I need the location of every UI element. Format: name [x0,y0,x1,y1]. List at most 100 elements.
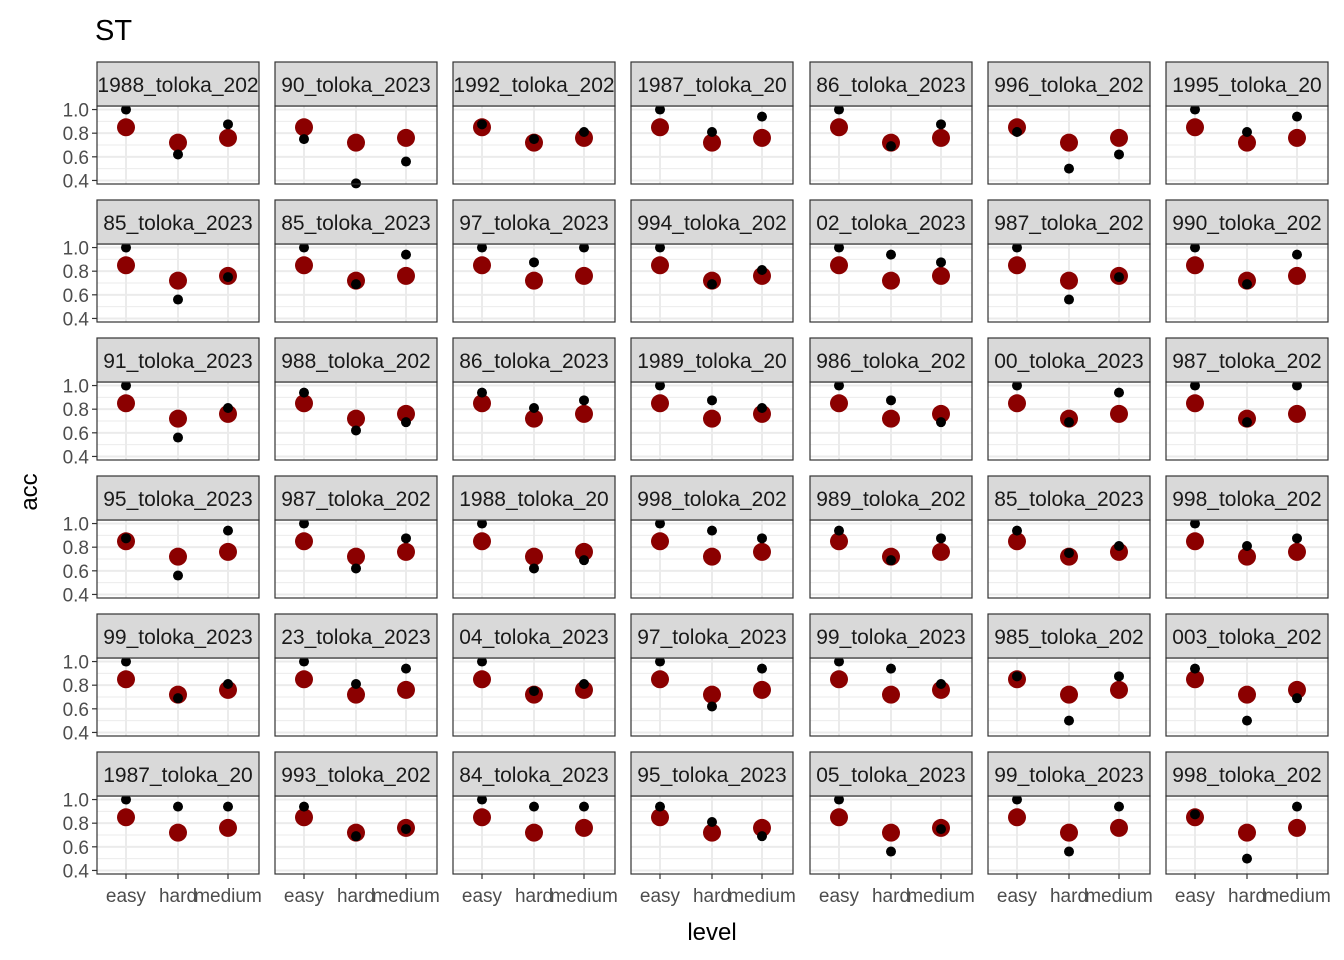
observed-point [1292,380,1302,391]
facet-strip [96,337,260,383]
reference-point [219,818,237,837]
facet-panel: 85_toloka_2023 [274,199,438,323]
observed-point [1012,127,1022,137]
facet-strip [1165,199,1329,245]
observed-point [401,824,411,835]
facet-strip [452,337,616,383]
reference-point [753,542,771,561]
reference-point [1110,680,1128,699]
reference-point [882,823,900,842]
observed-point [1242,417,1252,428]
y-tick-label: 0.6 [63,148,89,169]
y-tick-label: 0.8 [63,262,89,283]
x-tick-label: easy [640,886,681,907]
observed-point [655,380,665,391]
x-tick-label: easy [997,886,1038,907]
reference-point [169,823,187,842]
reference-point [219,542,237,561]
facet-strip-label: 23_toloka_2023 [281,626,430,649]
y-tick-label: 0.8 [63,400,89,421]
y-axis-title: acc [16,473,43,510]
facet-strip-label: 97_toloka_2023 [459,212,608,235]
observed-point [886,846,896,857]
observed-point [401,533,411,544]
y-tick-label: 1.0 [63,101,89,122]
reference-point [1008,256,1026,275]
reference-point [347,409,365,428]
observed-point [299,518,309,529]
facet-strip [274,61,438,107]
observed-point [529,257,539,268]
facet-strip [452,199,616,245]
reference-point [575,818,593,837]
observed-point [173,570,183,581]
x-tick-label: medium [1263,886,1331,907]
y-tick-label: 0.6 [63,424,89,445]
observed-point [173,801,183,812]
observed-point [529,686,539,697]
facet-strip [452,751,616,797]
reference-point [753,128,771,147]
observed-point [1242,853,1252,864]
reference-point [1288,404,1306,423]
y-tick-label: 0.6 [63,700,89,721]
facet-strip [809,751,973,797]
facet-strip [987,61,1151,107]
x-tick-label: easy [819,886,860,907]
reference-point [1110,128,1128,147]
observed-point [886,555,896,566]
reference-point [117,118,135,137]
facet-strip [630,337,794,383]
observed-point [121,104,131,115]
reference-point [397,266,415,285]
observed-point [579,395,589,406]
facet-strip [96,475,260,521]
facet-strip-label: 987_toloka_202 [281,488,430,511]
observed-point [757,403,767,413]
x-tick-label: medium [907,886,975,907]
facet-strip [809,337,973,383]
reference-point [703,547,721,566]
observed-point [579,242,589,253]
observed-point [1190,242,1200,253]
reference-point [117,670,135,689]
observed-point [707,525,717,536]
observed-point [1012,794,1022,805]
observed-point [1242,127,1252,137]
reference-point [347,133,365,152]
facet-strip [1165,475,1329,521]
facet-strip-label: 95_toloka_2023 [103,488,252,511]
reference-point [473,394,491,413]
reference-point [703,823,721,842]
observed-point [223,525,233,536]
facet-panel: 998_toloka_202 [630,475,794,599]
x-tick-label: easy [284,886,325,907]
facet-strip [1165,613,1329,659]
facet-panel: 91_toloka_2023 0.40.6 0.81.0 [63,337,260,468]
reference-point [473,670,491,689]
observed-point [1114,387,1124,398]
observed-point [1064,294,1074,305]
facet-strip [96,61,260,107]
reference-point [703,133,721,152]
observed-point [707,127,717,137]
facet-strip [452,475,616,521]
observed-point [757,663,767,674]
facet-strip-label: 85_toloka_2023 [994,488,1143,511]
observed-point [299,656,309,667]
facet-strip [809,613,973,659]
facet-strip [630,61,794,107]
reference-point [1060,823,1078,842]
facet-strip-label: 986_toloka_202 [816,350,965,373]
facet-strip [630,751,794,797]
x-axis-title: level [687,919,736,946]
facet-panel: 97_toloka_2023 [452,199,616,323]
y-tick-label: 0.8 [63,124,89,145]
reference-point [525,547,543,566]
reference-point [1008,808,1026,827]
reference-point [1110,404,1128,423]
facet-strip [987,613,1151,659]
